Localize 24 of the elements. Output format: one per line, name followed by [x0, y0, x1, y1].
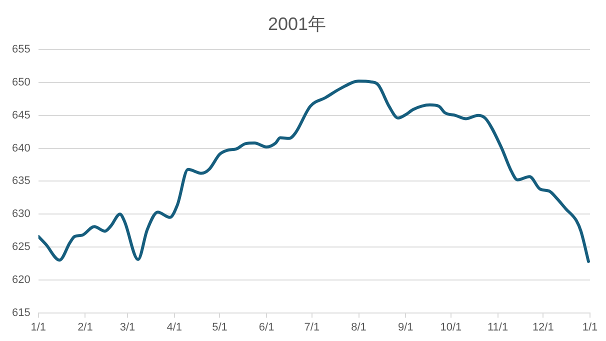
y-tick-label: 635: [12, 175, 30, 188]
x-tick-label: 6/1: [258, 321, 274, 334]
chart-title: 2001年: [268, 14, 326, 34]
y-tick-label: 620: [12, 274, 30, 286]
x-tick-label: 3/1: [120, 321, 136, 334]
y-tick-label: 645: [12, 109, 30, 122]
x-tick-label: 2/1: [78, 321, 93, 334]
x-tick-label: 8/1: [351, 321, 366, 334]
x-tick-label: 1/1: [582, 321, 598, 334]
line-series: [38, 80, 590, 263]
x-tick-label: 9/1: [398, 321, 414, 334]
y-tick-label: 655: [12, 44, 30, 56]
x-tick-label: 11/1: [488, 321, 508, 334]
y-tick-label: 650: [12, 76, 30, 89]
x-tick-label: 1/1: [30, 321, 46, 334]
x-tick-label: 7/1: [304, 321, 320, 334]
y-tick-label: 630: [12, 208, 30, 220]
x-tick-label: 4/1: [166, 321, 182, 334]
x-tick-label: 10/1: [440, 321, 462, 334]
x-tick-label: 5/1: [212, 321, 228, 334]
y-tick-label: 640: [12, 142, 30, 154]
x-tick-label: 12/1: [532, 321, 554, 334]
y-tick-label: 625: [12, 241, 30, 254]
y-tick-label: 615: [12, 306, 30, 319]
